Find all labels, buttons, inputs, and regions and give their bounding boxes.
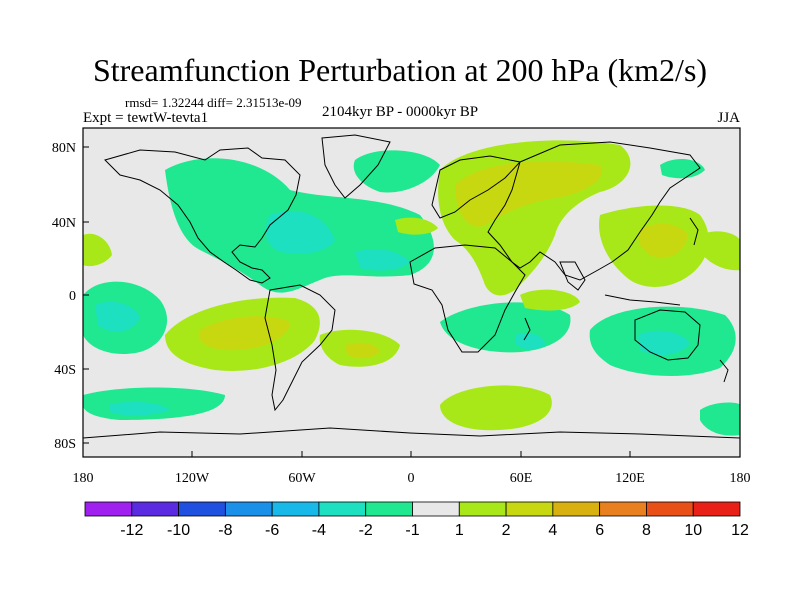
- x-tick-label: 180: [730, 471, 751, 486]
- colorbar-box: [692, 501, 741, 517]
- contour-pos-antarctic: [440, 385, 552, 431]
- contour-pos-dateline: [700, 231, 740, 271]
- colorbar-label: -12: [120, 522, 143, 539]
- colorbar-box: [224, 501, 273, 517]
- colorbar-box: [599, 501, 647, 517]
- coastlines: [83, 134, 740, 439]
- colorbar-label: 8: [642, 522, 651, 539]
- colorbar-label: 10: [684, 522, 702, 539]
- colorbar-label: 1: [455, 522, 464, 539]
- chart-title: Streamfunction Perturbation at 200 hPa (…: [92, 52, 708, 88]
- y-tick-label: 80S: [54, 437, 76, 452]
- contour-neg-antarctic-east: [700, 402, 740, 436]
- coast-india: [559, 261, 586, 291]
- coast-south-america: [264, 284, 336, 412]
- x-tick-label: 60W: [288, 471, 316, 486]
- colorbar-label: -4: [312, 522, 326, 539]
- colorbar-label: 12: [731, 522, 749, 539]
- contour-neg-natl-high: [353, 150, 440, 193]
- contour-pos-med: [395, 217, 438, 235]
- x-tick-label: 180: [73, 471, 94, 486]
- coast-antarctica: [83, 427, 740, 439]
- colorbar-box: [458, 501, 507, 517]
- x-axis: [82, 451, 741, 457]
- contour-neg-pac-north: [660, 158, 705, 179]
- coast-indonesia: [604, 294, 681, 306]
- coast-asia: [487, 141, 701, 281]
- contour-neg-atlantic-core2: [355, 249, 410, 271]
- experiment-label: Expt = tewtW-tevta1: [83, 110, 209, 126]
- colorbar-box: [365, 501, 413, 517]
- contour-neg-atlantic-core: [265, 211, 335, 254]
- contour-field: [83, 128, 740, 457]
- colorbar-box: [271, 501, 320, 517]
- colorbar-label: -2: [359, 522, 373, 539]
- colorbar-box: [412, 501, 460, 517]
- y-tick-label: 40N: [52, 216, 76, 231]
- contour-pos-eurasia-core: [455, 161, 602, 227]
- x-tick-label: 60E: [510, 471, 533, 486]
- colorbar-label: 6: [595, 522, 604, 539]
- contour-neg-sopac-core: [110, 402, 170, 416]
- contour-neg-epac-core: [95, 301, 140, 332]
- season-label: JJA: [717, 110, 740, 126]
- y-tick-label: 0: [69, 289, 76, 304]
- colorbar-box: [505, 501, 554, 517]
- colorbar-box: [552, 501, 601, 517]
- colorbar-box: [131, 501, 179, 517]
- contour-neg-indian-core: [515, 333, 545, 350]
- coast-europe: [431, 155, 521, 219]
- colorbar-label: 2: [502, 522, 511, 539]
- x-tick-label: 0: [408, 471, 415, 486]
- coast-madagascar: [523, 317, 531, 341]
- contour-pos-io-tropics: [520, 289, 580, 311]
- coast-japan: [689, 217, 699, 246]
- colorbar-label: -6: [265, 522, 279, 539]
- contour-neg-australia-core: [638, 330, 690, 356]
- colorbar-box: [318, 501, 367, 517]
- colorbar-label: -10: [167, 522, 190, 539]
- period-label: 2104kyr BP - 0000kyr BP: [322, 104, 479, 120]
- y-axis: [83, 146, 89, 444]
- y-tick-label: 80N: [52, 141, 76, 156]
- coast-australia: [634, 309, 701, 361]
- y-tick-label: 40S: [54, 363, 76, 378]
- stats-label: rmsd= 1.32244 diff= 2.31513e-09: [125, 95, 302, 110]
- contour-pos-satl-east-core: [345, 342, 380, 359]
- colorbar: -12 -10 -8 -6 -4 -2 -1 1 2 4 6 8 10 12: [84, 501, 749, 539]
- colorbar-box: [646, 501, 694, 517]
- contour-pos-westpac: [83, 233, 112, 267]
- colorbar-label: 4: [548, 522, 557, 539]
- contour-pos-nwpac-core: [638, 223, 688, 258]
- coast-africa: [409, 244, 526, 353]
- coast-newzealand: [719, 359, 729, 383]
- colorbar-label: -1: [405, 522, 419, 539]
- coast-greenland: [321, 134, 391, 199]
- colorbar-box: [84, 501, 133, 517]
- x-tick-label: 120W: [175, 471, 210, 486]
- x-tick-label: 120E: [615, 471, 645, 486]
- coast-north-america: [104, 147, 301, 284]
- colorbar-label: -8: [218, 522, 232, 539]
- colorbar-box: [178, 501, 226, 517]
